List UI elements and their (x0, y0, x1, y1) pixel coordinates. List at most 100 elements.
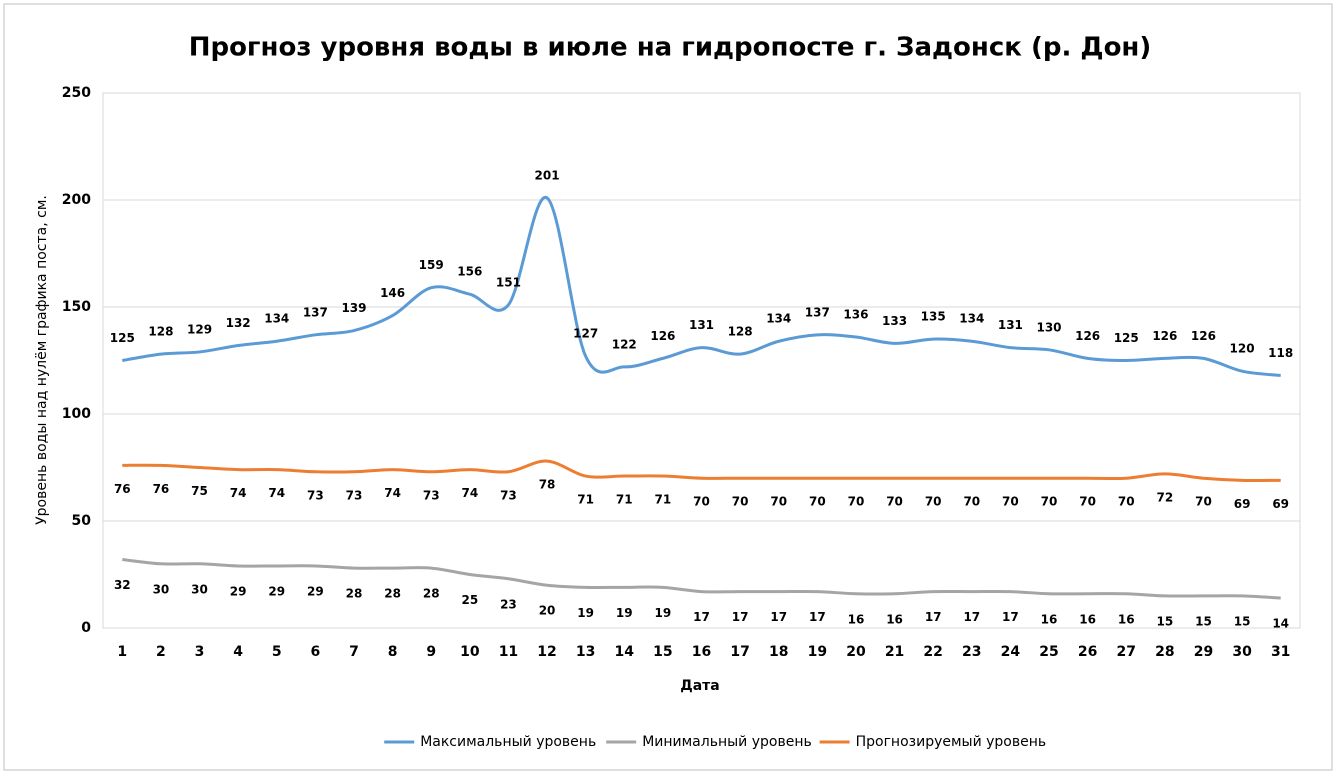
data-label: 73 (423, 488, 440, 502)
data-label: 146 (380, 286, 405, 300)
data-label: 75 (191, 484, 208, 498)
data-label: 29 (268, 584, 285, 598)
data-label: 69 (1272, 497, 1289, 511)
x-tick-label: 7 (349, 644, 359, 660)
data-label: 127 (573, 327, 598, 341)
data-label: 71 (616, 493, 633, 507)
data-label: 73 (346, 488, 363, 502)
data-label: 78 (539, 478, 556, 492)
data-label: 30 (191, 582, 208, 596)
data-label: 156 (457, 265, 482, 279)
data-label: 32 (114, 578, 131, 592)
data-label: 72 (1157, 490, 1174, 504)
data-label: 16 (886, 612, 903, 626)
data-label: 70 (848, 495, 865, 509)
data-label: 125 (110, 331, 135, 345)
data-label: 70 (1118, 495, 1135, 509)
x-tick-label: 13 (576, 644, 595, 660)
series-line (122, 558, 1281, 600)
legend-label: Минимальный уровень (642, 734, 812, 750)
data-label: 16 (1079, 612, 1096, 626)
data-label: 126 (1075, 329, 1100, 343)
data-label: 132 (226, 316, 251, 330)
y-tick-label: 50 (72, 513, 92, 529)
data-label: 133 (882, 314, 907, 328)
data-label: 76 (153, 482, 170, 496)
data-label: 139 (341, 301, 366, 315)
data-label: 16 (1118, 612, 1135, 626)
data-label: 159 (419, 258, 444, 272)
x-tick-label: 22 (923, 644, 942, 660)
x-tick-label: 14 (615, 644, 635, 660)
data-label: 17 (809, 610, 826, 624)
data-label: 128 (148, 325, 173, 339)
data-label: 28 (346, 587, 363, 601)
data-label: 74 (230, 486, 247, 500)
data-label: 70 (1079, 495, 1096, 509)
data-label: 17 (963, 610, 980, 624)
data-label: 69 (1234, 497, 1251, 511)
y-tick-label: 0 (81, 620, 91, 636)
data-label: 17 (693, 610, 710, 624)
data-label: 126 (1191, 329, 1216, 343)
x-tick-label: 9 (426, 644, 436, 660)
data-label: 16 (1041, 612, 1058, 626)
data-label: 71 (655, 493, 672, 507)
data-label: 122 (612, 337, 637, 351)
data-label: 136 (843, 307, 868, 321)
data-label: 120 (1230, 342, 1255, 356)
x-tick-label: 28 (1155, 644, 1174, 660)
x-tick-label: 26 (1078, 644, 1097, 660)
x-tick-label: 10 (460, 644, 480, 660)
x-tick-label: 29 (1194, 644, 1213, 660)
data-label: 74 (268, 486, 285, 500)
x-tick-label: 18 (769, 644, 788, 660)
legend-label: Максимальный уровень (420, 734, 596, 750)
x-tick-label: 25 (1039, 644, 1058, 660)
x-tick-label: 20 (846, 644, 866, 660)
data-label: 29 (230, 584, 247, 598)
data-label: 118 (1268, 346, 1293, 360)
data-label: 70 (925, 495, 942, 509)
data-label: 151 (496, 275, 521, 289)
data-label: 73 (500, 488, 517, 502)
x-tick-label: 24 (1001, 644, 1021, 660)
data-label: 71 (577, 493, 594, 507)
data-label: 17 (770, 610, 787, 624)
data-label: 135 (921, 310, 946, 324)
data-label: 74 (384, 486, 401, 500)
data-label: 28 (384, 587, 401, 601)
data-label: 20 (539, 604, 556, 618)
x-tick-label: 1 (117, 644, 127, 660)
data-label: 23 (500, 597, 517, 611)
data-label: 14 (1272, 617, 1289, 631)
data-label: 70 (732, 495, 749, 509)
data-label: 16 (848, 612, 865, 626)
data-label: 130 (1036, 320, 1061, 334)
x-tick-label: 2 (156, 644, 166, 660)
data-label: 28 (423, 587, 440, 601)
x-tick-label: 12 (537, 644, 556, 660)
x-tick-label: 21 (885, 644, 904, 660)
data-label: 19 (655, 606, 672, 620)
series-line (122, 196, 1281, 377)
chart-title: Прогноз уровня воды в июле на гидропосте… (189, 33, 1152, 63)
data-label: 30 (153, 582, 170, 596)
data-label: 134 (766, 312, 791, 326)
x-tick-label: 8 (388, 644, 398, 660)
y-tick-label: 250 (62, 85, 91, 101)
data-label: 137 (805, 305, 830, 319)
plot-border (102, 92, 1301, 629)
data-label: 17 (732, 610, 749, 624)
x-tick-label: 11 (499, 644, 518, 660)
data-label: 137 (303, 305, 328, 319)
x-tick-label: 6 (310, 644, 320, 660)
data-label: 70 (1002, 495, 1019, 509)
x-tick-label: 4 (233, 644, 243, 660)
data-label: 73 (307, 488, 324, 502)
y-tick-label: 150 (62, 299, 91, 315)
data-label: 29 (307, 584, 324, 598)
x-tick-label: 15 (653, 644, 672, 660)
series-line (122, 459, 1281, 482)
